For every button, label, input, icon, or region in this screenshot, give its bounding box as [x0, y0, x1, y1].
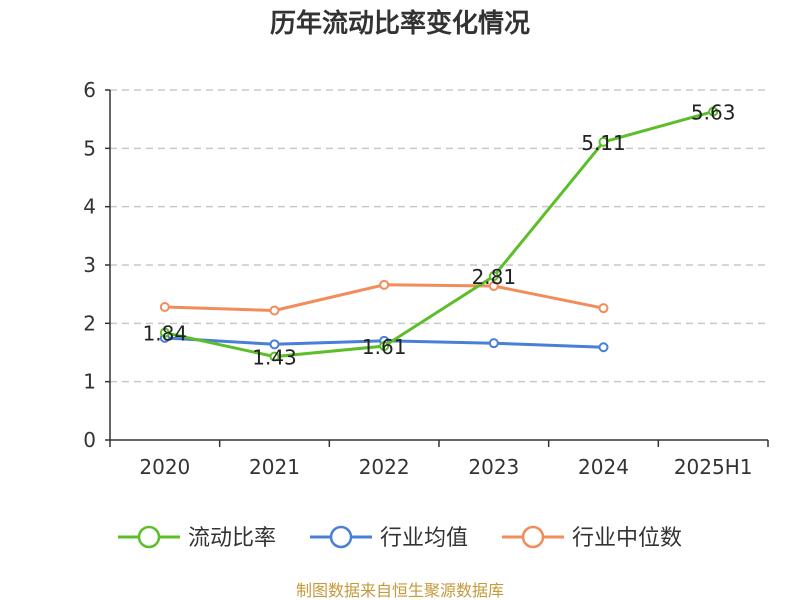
legend[interactable]: 流动比率 行业均值 行业中位数 [118, 525, 682, 551]
data-point [269, 305, 280, 316]
grid-lines [110, 89, 768, 383]
series-line [164, 110, 714, 359]
legend-item[interactable]: 流动比率 [118, 525, 276, 551]
legend-label: 流动比率 [188, 526, 276, 551]
y-tick-label: 5 [83, 136, 96, 160]
y-tick-label: 0 [83, 428, 96, 452]
data-label: 5.11 [581, 131, 626, 155]
data-point [488, 281, 499, 291]
legend-item[interactable]: 行业均值 [310, 525, 468, 551]
data-label: 1.43 [252, 346, 297, 370]
x-tick-label: 2022 [359, 455, 410, 479]
legend-label: 行业均值 [380, 526, 468, 551]
data-point [598, 342, 609, 353]
x-tick-label: 2025H1 [674, 455, 753, 479]
data-point [598, 303, 609, 314]
data-label: 1.84 [143, 322, 188, 346]
data-point [159, 302, 170, 312]
legend-marker-icon [137, 525, 161, 549]
y-tick-label: 2 [83, 311, 96, 335]
x-tick-label: 2020 [139, 455, 190, 479]
y-tick-label: 4 [83, 195, 96, 219]
legend-marker-icon [521, 525, 545, 549]
data-point [379, 279, 390, 290]
data-point [488, 338, 499, 349]
data-point [269, 351, 280, 362]
x-tick-label: 2024 [578, 455, 629, 479]
x-tick-label: 2021 [249, 455, 300, 479]
axes: 0 1 2 3 4 5 6 2020 2021 2022 2023 2024 2025H1 [83, 78, 769, 479]
legend-item[interactable]: 行业中位数 [502, 525, 682, 551]
legend-marker-icon [329, 525, 353, 549]
data-labels: 1.84 1.43 1.61 2.81 5.11 5.63 [143, 101, 736, 370]
y-tick-label: 6 [83, 78, 96, 102]
data-point [269, 339, 280, 350]
data-point [488, 271, 499, 282]
y-tick-label: 3 [83, 253, 96, 277]
chart-title: 历年流动比率变化情况 [270, 8, 530, 39]
source-note: 制图数据来自恒生聚源数据库 [296, 581, 504, 600]
y-tick-label: 1 [83, 370, 96, 394]
series-lines [159, 106, 719, 362]
data-point [598, 136, 609, 147]
data-point [379, 341, 390, 352]
data-point [159, 327, 170, 338]
data-label: 2.81 [472, 265, 517, 289]
data-label: 5.63 [691, 101, 736, 125]
data-point [708, 106, 719, 117]
data-label: 1.61 [362, 335, 407, 359]
x-tick-label: 2023 [468, 455, 519, 479]
legend-label: 行业中位数 [572, 526, 682, 551]
